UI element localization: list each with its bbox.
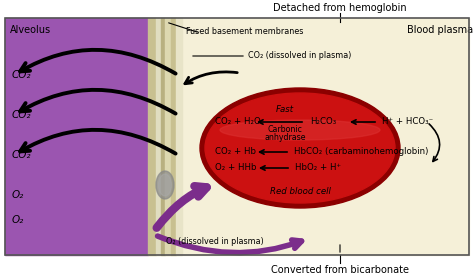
Text: Red blood cell: Red blood cell [270, 188, 330, 197]
Bar [148, 18, 156, 255]
Text: O₂ + HHb: O₂ + HHb [215, 164, 256, 172]
Text: Fast: Fast [276, 106, 294, 115]
Bar [171, 18, 176, 255]
Bar [156, 18, 161, 255]
Text: O₂ (dissolved in plasma): O₂ (dissolved in plasma) [166, 237, 264, 246]
Text: HbO₂ + H⁺: HbO₂ + H⁺ [295, 164, 341, 172]
Text: CO₂ + H₂O: CO₂ + H₂O [215, 118, 261, 127]
Ellipse shape [158, 174, 172, 196]
Text: Detached from hemoglobin: Detached from hemoglobin [273, 3, 407, 13]
Text: Fused basement membranes: Fused basement membranes [186, 27, 304, 36]
Ellipse shape [220, 120, 380, 140]
Ellipse shape [205, 93, 395, 203]
Text: CO₂: CO₂ [12, 150, 31, 160]
Text: HbCO₂ (carbaminohemoglobin): HbCO₂ (carbaminohemoglobin) [294, 148, 428, 157]
Text: CO₂: CO₂ [12, 110, 31, 120]
Text: Converted from bicarbonate: Converted from bicarbonate [271, 265, 409, 275]
Bar [5, 18, 148, 255]
Text: CO₂ (dissolved in plasma): CO₂ (dissolved in plasma) [248, 52, 351, 60]
Bar [165, 18, 171, 255]
Ellipse shape [156, 171, 174, 199]
Text: Carbonic: Carbonic [267, 125, 302, 134]
Text: O₂: O₂ [12, 215, 24, 225]
Ellipse shape [200, 88, 400, 208]
Text: anhydrase: anhydrase [264, 134, 306, 143]
Text: O₂: O₂ [12, 190, 24, 200]
Bar [5, 18, 469, 255]
Bar [5, 18, 469, 255]
Bar [161, 18, 165, 255]
Text: Alveolus: Alveolus [10, 25, 51, 35]
Bar [176, 18, 182, 255]
Text: Blood plasma: Blood plasma [407, 25, 473, 35]
Text: CO₂ + Hb: CO₂ + Hb [215, 148, 256, 157]
Text: H₂CO₃: H₂CO₃ [310, 118, 336, 127]
Text: H⁺ + HCO₃⁻: H⁺ + HCO₃⁻ [382, 118, 433, 127]
Text: CO₂: CO₂ [12, 70, 31, 80]
